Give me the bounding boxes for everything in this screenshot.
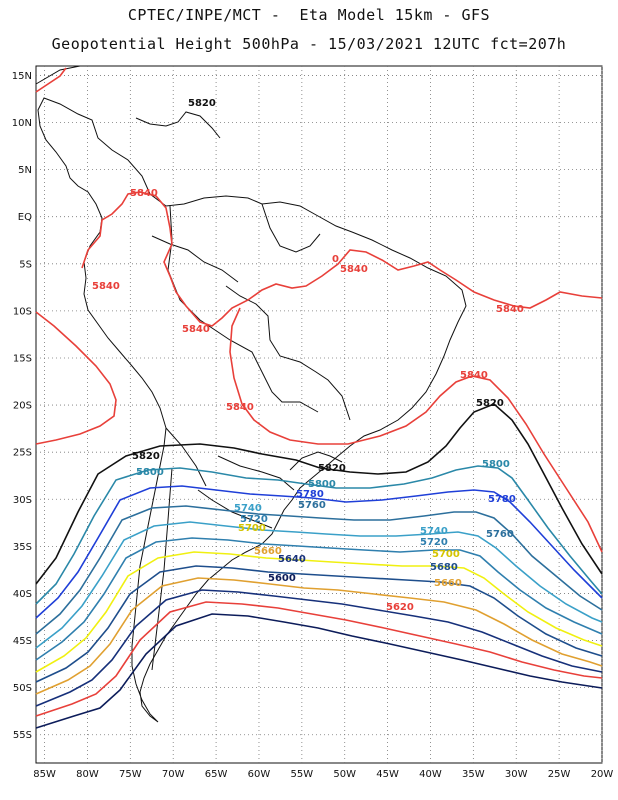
latitude-tick-label: 5S — [19, 259, 32, 270]
contour-label: 5780 — [296, 489, 324, 500]
contour-label: 5840 — [340, 264, 368, 275]
contour-label: 5800 — [308, 479, 336, 490]
map-frame — [35, 65, 603, 764]
contour-5780 — [35, 485, 603, 619]
contour-label: 5840 — [92, 281, 120, 292]
longitude-tick-label: 80W — [76, 769, 99, 780]
longitude-tick-label: 25W — [548, 769, 571, 780]
contour-5840-north — [35, 67, 67, 93]
longitude-tick-label: 20W — [591, 769, 614, 780]
contour-label: 5660 — [254, 546, 282, 557]
longitude-tick-label: 35W — [462, 769, 485, 780]
contour-label: 5820 — [318, 463, 346, 474]
latitude-tick-label: 35S — [13, 542, 32, 553]
contour-5760 — [35, 505, 603, 635]
contour-label: 5660 — [434, 578, 462, 589]
coastline — [35, 65, 467, 723]
contour-label: 5640 — [278, 554, 306, 565]
contour-label: 5760 — [298, 500, 326, 511]
latitude-tick-label: 55S — [13, 730, 32, 741]
contour-label: 5700 — [432, 549, 460, 560]
contour-label: 5800 — [482, 459, 510, 470]
contour-label: 5620 — [386, 602, 414, 613]
latitude-tick-label: 5N — [18, 165, 32, 176]
latitude-tick-label: 20S — [13, 401, 32, 412]
chart-subtitle: Geopotential Height 500hPa - 15/03/2021 … — [51, 35, 567, 53]
longitude-tick-label: 55W — [291, 769, 314, 780]
contour-5820 — [35, 403, 603, 585]
longitude-tick-label: 30W — [505, 769, 528, 780]
contour-label: 5840 — [496, 304, 524, 315]
axis-ticks: 15N 10N 5N EQ 5S 10S 15S 20S 25S 30S 35S 40S 45S 50S 5… — [12, 71, 614, 780]
contour-label: 5720 — [420, 537, 448, 548]
longitude-tick-label: 45W — [376, 769, 399, 780]
contour-5840-main — [81, 191, 603, 327]
contour-labels: 5840 5840 5840 5840 5840 5840 5840 5820 … — [92, 98, 524, 613]
longitude-tick-label: 50W — [333, 769, 356, 780]
contour-label: 5840 — [460, 370, 488, 381]
longitude-tick-label: 85W — [33, 769, 56, 780]
latitude-tick-label: 30S — [13, 495, 32, 506]
contour-5640 — [35, 589, 603, 707]
contour-label: 5800 — [136, 467, 164, 478]
contour-label: 5760 — [486, 529, 514, 540]
contour-label: 5820 — [188, 98, 216, 109]
contour-5840-west — [35, 311, 117, 445]
contour-5840-south — [229, 307, 603, 553]
latitude-tick-label: 50S — [13, 683, 32, 694]
contour-5720 — [35, 537, 603, 661]
chart-title: CPTEC/INPE/MCT - Eta Model 15km - GFS — [127, 6, 491, 24]
contour-5700 — [35, 551, 603, 673]
contour-label: 5840 — [182, 324, 210, 335]
contour-5740 — [35, 521, 603, 649]
latitude-tick-label: 45S — [13, 636, 32, 647]
contour-label: 5740 — [234, 503, 262, 514]
contour-5600 — [35, 613, 603, 729]
longitude-tick-label: 40W — [419, 769, 442, 780]
contour-5620 — [35, 601, 603, 717]
contour-label: 5720 — [240, 514, 268, 525]
contour-5680 — [35, 565, 603, 683]
latitude-tick-label: 15S — [13, 353, 32, 364]
contour-label: 5780 — [488, 494, 516, 505]
contour-label: 5820 — [132, 451, 160, 462]
contour-layer — [35, 67, 603, 729]
longitude-tick-label: 70W — [162, 769, 185, 780]
contour-label: 5820 — [476, 398, 504, 409]
contour-label-misc: 0 — [332, 254, 339, 265]
contour-label: 5680 — [430, 562, 458, 573]
contour-label: 5840 — [130, 188, 158, 199]
longitude-tick-label: 75W — [119, 769, 142, 780]
contour-label: 5840 — [226, 402, 254, 413]
latitude-tick-label: 10S — [13, 306, 32, 317]
contour-5800 — [35, 465, 603, 605]
graticule — [36, 66, 603, 763]
contour-5660 — [35, 577, 603, 695]
contour-label: 5600 — [268, 573, 296, 584]
contour-label: 5700 — [238, 523, 266, 534]
latitude-tick-label: 40S — [13, 589, 32, 600]
latitude-tick-label: EQ — [18, 212, 32, 223]
contour-label: 5740 — [420, 526, 448, 537]
longitude-tick-label: 65W — [205, 769, 228, 780]
latitude-tick-label: 15N — [12, 71, 32, 82]
latitude-tick-label: 10N — [12, 118, 32, 129]
latitude-tick-label: 25S — [13, 448, 32, 459]
longitude-tick-label: 60W — [248, 769, 271, 780]
